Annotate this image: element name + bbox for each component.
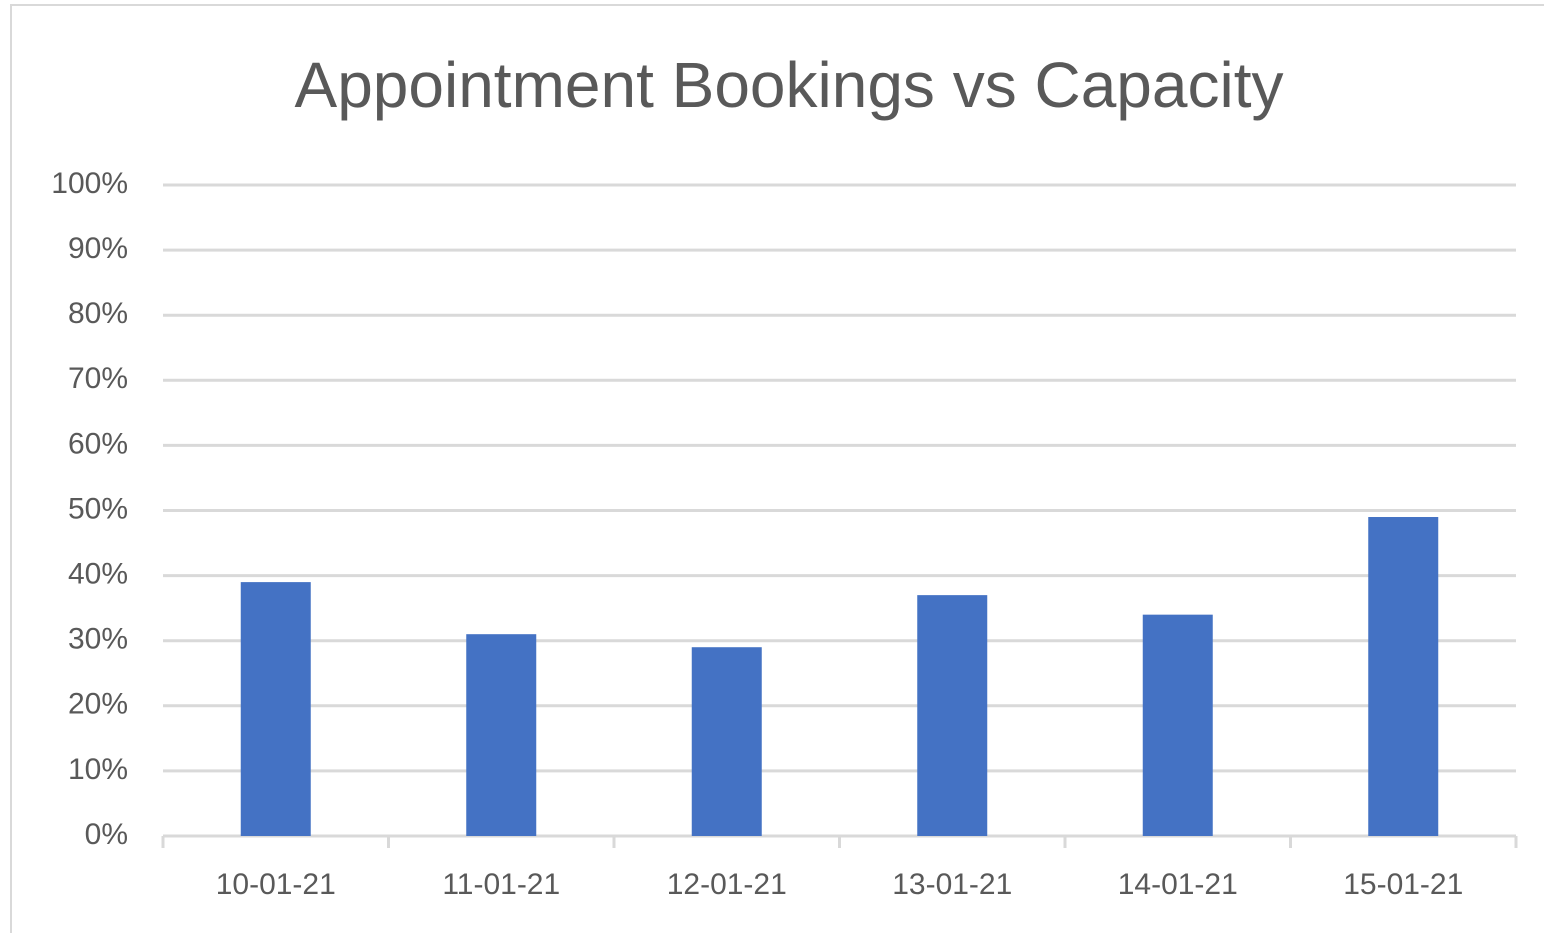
bar — [1368, 517, 1439, 836]
bar — [240, 582, 311, 836]
y-tick-label: 100% — [51, 167, 128, 200]
x-tick-label: 12-01-21 — [667, 868, 787, 901]
x-tick-label: 11-01-21 — [442, 868, 560, 901]
x-tick-label: 10-01-21 — [216, 868, 336, 901]
y-tick-label: 0% — [85, 818, 128, 851]
bar — [691, 647, 762, 836]
bar — [466, 634, 537, 836]
chart-title: Appointment Bookings vs Capacity — [295, 49, 1284, 121]
y-tick-label: 40% — [68, 558, 128, 591]
x-tick-label: 13-01-21 — [892, 868, 1012, 901]
bar — [917, 595, 988, 836]
y-tick-label: 60% — [68, 427, 128, 460]
y-tick-label: 70% — [68, 362, 128, 395]
y-tick-label: 90% — [68, 232, 128, 265]
y-tick-label: 20% — [68, 688, 128, 721]
y-tick-label: 30% — [68, 623, 128, 656]
y-tick-label: 10% — [68, 753, 128, 786]
x-tick-label: 15-01-21 — [1343, 868, 1463, 901]
y-tick-label: 50% — [68, 492, 128, 525]
y-tick-label: 80% — [68, 297, 128, 330]
bar — [1142, 614, 1213, 836]
x-tick-label: 14-01-21 — [1118, 868, 1238, 901]
